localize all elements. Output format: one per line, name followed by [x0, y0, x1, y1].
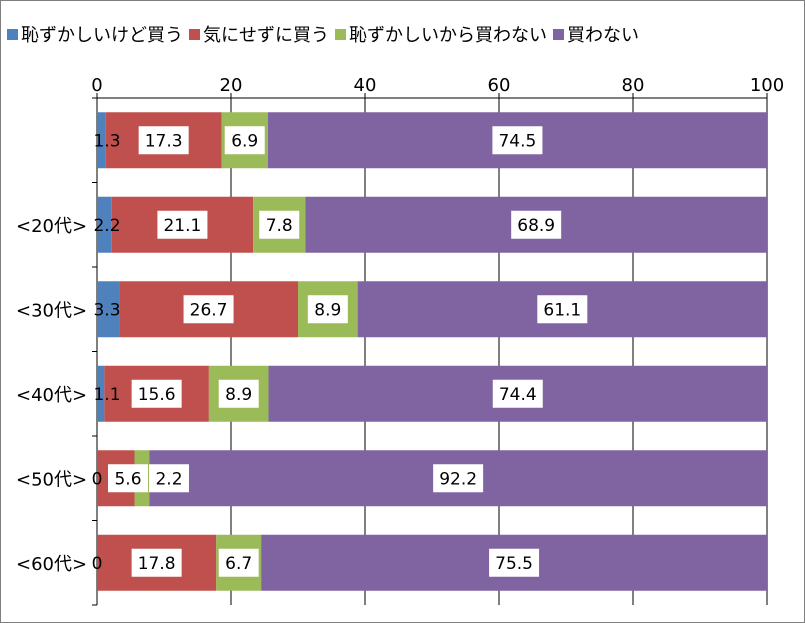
- x-tick-label: 100: [750, 75, 784, 96]
- data-label-box: [131, 379, 182, 408]
- data-label: 74.4: [499, 385, 537, 405]
- category-label: <60代>: [16, 554, 87, 575]
- data-label-box: [218, 548, 259, 577]
- category-label: <30代>: [16, 300, 87, 321]
- category-label: <40代>: [16, 385, 87, 406]
- x-tick-label: 20: [220, 75, 243, 96]
- legend-label: 恥ずかしいから買わない: [349, 25, 547, 46]
- data-label-box: [537, 295, 588, 324]
- data-label: 6.7: [225, 554, 252, 574]
- data-label-box: [224, 126, 265, 155]
- data-label-box: [157, 210, 208, 239]
- data-label: 1.3: [93, 131, 120, 151]
- data-label-box: [183, 295, 234, 324]
- legend-item-not-buy-embarrassed: 恥ずかしいから買わない: [335, 21, 547, 47]
- x-tick-label: 60: [488, 75, 511, 96]
- data-label: 2.2: [155, 469, 182, 489]
- data-label: 61.1: [543, 300, 581, 320]
- data-label: 2.2: [93, 216, 120, 236]
- x-tick-label: 80: [622, 75, 645, 96]
- data-label: 92.2: [439, 469, 477, 489]
- data-label-box: [108, 464, 148, 493]
- data-label-box: [511, 210, 562, 239]
- data-label: 6.9: [231, 131, 258, 151]
- data-label-box: [492, 379, 543, 408]
- legend-swatch-red: [189, 28, 200, 40]
- data-label: 0: [92, 554, 103, 574]
- bar-segment: [97, 281, 120, 338]
- data-label-box: [218, 379, 259, 408]
- data-label-box: [149, 464, 189, 493]
- data-label-box: [307, 295, 348, 324]
- data-label: 74.5: [498, 131, 536, 151]
- legend-label: 恥ずかしいけど買う: [21, 25, 183, 46]
- legend-item-buy-embarrassed: 恥ずかしいけど買う: [7, 21, 183, 47]
- legend-swatch-blue: [7, 28, 18, 40]
- data-label: 15.6: [138, 385, 176, 405]
- bar-segment: [97, 112, 106, 169]
- category-label: <50代>: [16, 469, 87, 490]
- data-label: 8.9: [314, 300, 341, 320]
- legend-label: 気にせずに買う: [203, 25, 329, 46]
- legend-label: 買わない: [567, 25, 639, 46]
- data-label: 8.9: [225, 385, 252, 405]
- legend-swatch-purple: [553, 28, 564, 40]
- data-label-box: [492, 126, 543, 155]
- bar-segment: [97, 365, 105, 422]
- legend-swatch-green: [335, 28, 346, 40]
- data-label-box: [131, 548, 182, 577]
- data-label: 17.3: [145, 131, 183, 151]
- data-label: 1.1: [93, 385, 120, 405]
- data-label-box: [138, 126, 189, 155]
- legend-item-buy-without-care: 気にせずに買う: [189, 21, 329, 47]
- data-label-box: [489, 548, 540, 577]
- data-label: 68.9: [517, 216, 555, 236]
- data-label: 21.1: [163, 216, 201, 236]
- data-label: 3.3: [93, 300, 120, 320]
- data-label: 75.5: [495, 554, 533, 574]
- data-label: 26.7: [190, 300, 228, 320]
- category-label: <20代>: [16, 216, 87, 237]
- data-label: 5.6: [114, 469, 141, 489]
- data-label-box: [433, 464, 484, 493]
- data-label-box: [259, 210, 300, 239]
- x-tick-label: 40: [354, 75, 377, 96]
- x-tick-label: 0: [91, 75, 102, 96]
- data-label: 7.8: [266, 216, 293, 236]
- legend: 恥ずかしいけど買う 気にせずに買う 恥ずかしいから買わない 買わない: [7, 21, 645, 47]
- data-label: 0: [92, 469, 103, 489]
- legend-item-not-buy: 買わない: [553, 21, 639, 47]
- data-label: 17.8: [138, 554, 176, 574]
- bar-segment: [97, 196, 112, 253]
